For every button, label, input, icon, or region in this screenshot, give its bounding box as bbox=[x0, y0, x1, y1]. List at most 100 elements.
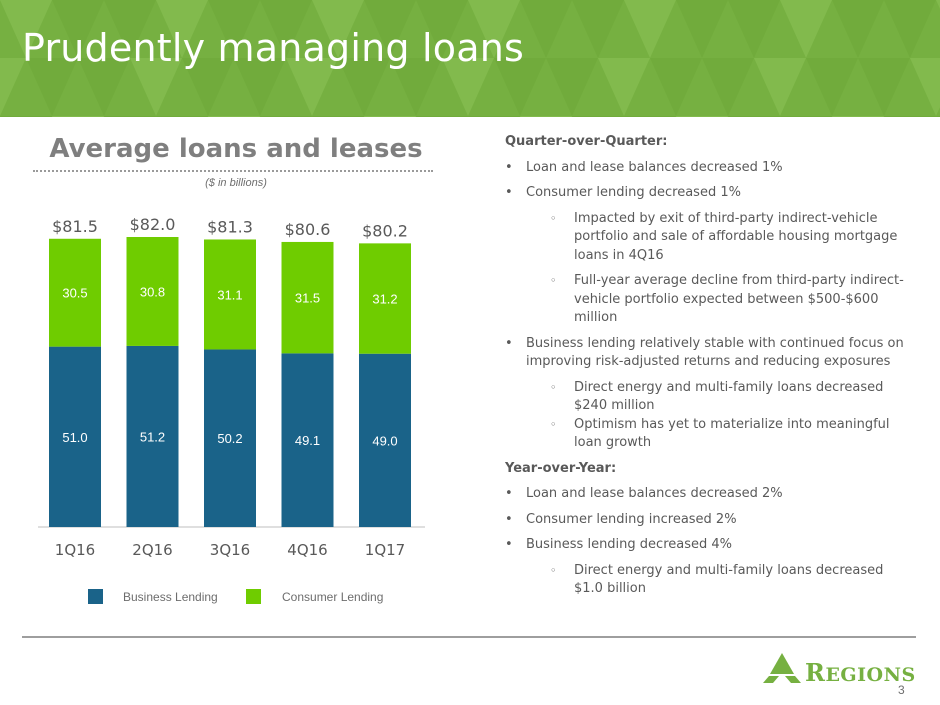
bullet-marker: ◦ bbox=[550, 380, 557, 394]
pattern-triangle bbox=[884, 116, 936, 117]
pattern-triangle bbox=[260, 116, 312, 117]
bullet-text: Consumer lending decreased 1% bbox=[526, 185, 741, 200]
pattern-triangle bbox=[312, 116, 364, 117]
pattern-triangle bbox=[624, 116, 676, 117]
legend-label-consumer: Consumer Lending bbox=[282, 590, 384, 604]
data-label-consumer-1Q16: 30.5 bbox=[62, 286, 87, 301]
yoy-list: • Loan and lease balances decreased 2% • Co… bbox=[505, 485, 915, 599]
pattern-triangle bbox=[650, 58, 702, 116]
pattern-triangle bbox=[832, 0, 884, 58]
pattern-triangle bbox=[884, 0, 936, 58]
data-label-consumer-4Q16: 31.5 bbox=[295, 291, 320, 306]
bar-consumer-1Q16 bbox=[49, 238, 101, 347]
legend-label-business: Business Lending bbox=[123, 590, 218, 604]
chart-title: Average loans and leases bbox=[49, 134, 423, 164]
pattern-triangle bbox=[52, 0, 104, 58]
bar-business-4Q16 bbox=[281, 353, 334, 527]
total-label-1Q16: $81.5 bbox=[52, 217, 98, 236]
yoy-bullet-2: • Business lending decreased 4% bbox=[505, 536, 915, 555]
bullet-text: Business lending decreased 4% bbox=[526, 537, 732, 552]
pattern-triangle bbox=[0, 58, 26, 116]
total-label-1Q17: $80.2 bbox=[362, 221, 408, 240]
bullet-marker: • bbox=[505, 537, 513, 552]
pattern-triangle bbox=[338, 58, 390, 116]
data-label-consumer-3Q16: 31.1 bbox=[217, 287, 242, 302]
pattern-triangle bbox=[312, 0, 364, 58]
pattern-triangle bbox=[936, 0, 940, 9]
bar-business-2Q16 bbox=[126, 345, 179, 527]
pattern-triangle bbox=[520, 116, 572, 117]
tick-label-1Q17: 1Q17 bbox=[365, 541, 405, 559]
pattern-triangle bbox=[728, 116, 780, 117]
bar-consumer-2Q16 bbox=[126, 237, 179, 346]
bar-consumer-1Q17 bbox=[359, 243, 411, 354]
pattern-triangle bbox=[676, 116, 728, 117]
pattern-triangle bbox=[598, 58, 650, 116]
pattern-triangle bbox=[26, 58, 78, 116]
regions-logo: REGIONS bbox=[760, 650, 918, 687]
total-label-2Q16: $82.0 bbox=[130, 215, 176, 234]
stacked-bar-chart: 51.0 30.5 $81.5 1Q16 51.2 30.8 $82.0 2Q16 50.2 31… bbox=[38, 215, 425, 559]
header-banner: Prudently managing loans bbox=[0, 0, 940, 117]
tick-label-1Q16: 1Q16 bbox=[55, 541, 95, 559]
pattern-triangle bbox=[910, 58, 940, 116]
pattern-triangle bbox=[156, 0, 208, 58]
data-label-business-2Q16: 51.2 bbox=[140, 429, 165, 444]
data-label-business-1Q16: 51.0 bbox=[62, 430, 87, 445]
total-label-4Q16: $80.6 bbox=[285, 220, 331, 239]
pattern-triangle bbox=[260, 0, 312, 58]
chart-subtitle: ($ in billions) bbox=[205, 177, 267, 189]
regions-wordmark: REGIONS bbox=[805, 658, 916, 687]
bullet-text: Business lending relatively stable with … bbox=[526, 335, 904, 370]
bullet-text: Direct energy and multi-family loans dec… bbox=[574, 562, 884, 597]
qoq-heading: Quarter-over-Quarter: bbox=[505, 134, 668, 149]
pattern-triangle bbox=[702, 58, 754, 116]
pattern-triangle bbox=[624, 0, 676, 58]
pattern-triangle bbox=[416, 116, 468, 117]
bullet-marker: ◦ bbox=[550, 417, 557, 431]
pattern-triangle bbox=[182, 58, 234, 116]
pattern-triangle bbox=[936, 116, 940, 117]
pattern-triangle bbox=[0, 0, 52, 58]
pattern-triangle bbox=[286, 58, 338, 116]
qoq-bullet-3: ◦ Full-year average decline from third-pa… bbox=[505, 272, 915, 328]
bar-business-1Q17 bbox=[359, 353, 411, 527]
bullet-text: Direct energy and multi-family loans dec… bbox=[574, 379, 884, 414]
footer-divider bbox=[22, 636, 916, 638]
bullet-text: Loan and lease balances decreased 2% bbox=[526, 486, 783, 501]
bullet-marker: • bbox=[505, 335, 513, 351]
data-label-business-3Q16: 50.2 bbox=[217, 431, 242, 446]
pattern-triangle bbox=[234, 58, 286, 116]
qoq-bullet-2: ◦ Impacted by exit of third-party indirec… bbox=[505, 210, 915, 266]
pattern-triangle bbox=[130, 58, 182, 116]
pattern-triangle bbox=[520, 0, 572, 58]
pattern-triangle bbox=[780, 0, 832, 58]
bullet-text: Consumer lending increased 2% bbox=[526, 511, 737, 527]
qoq-list: • Loan and lease balances decreased 1% • Co… bbox=[505, 159, 915, 453]
pattern-triangle bbox=[728, 0, 780, 58]
bullet-marker: • bbox=[505, 185, 513, 200]
title-divider bbox=[33, 170, 433, 172]
bullet-marker: • bbox=[505, 486, 513, 501]
pattern-triangle bbox=[754, 58, 806, 116]
pattern-triangle bbox=[676, 0, 728, 58]
pattern-triangle bbox=[832, 116, 884, 117]
bullet-text: Full-year average decline from third-par… bbox=[574, 273, 904, 325]
bullet-text: Loan and lease balances decreased 1% bbox=[526, 159, 783, 175]
pattern-triangle bbox=[208, 116, 260, 117]
commentary: Quarter-over-Quarter: • Loan and lease ba… bbox=[505, 133, 915, 606]
pattern-triangle bbox=[494, 58, 546, 116]
page-number: 3 bbox=[898, 683, 905, 697]
tick-label-2Q16: 2Q16 bbox=[132, 541, 172, 559]
yoy-bullet-0: • Loan and lease balances decreased 2% bbox=[505, 485, 915, 504]
tick-label-4Q16: 4Q16 bbox=[287, 541, 327, 559]
data-label-consumer-2Q16: 30.8 bbox=[140, 284, 165, 299]
pattern-triangle bbox=[0, 116, 52, 117]
bar-consumer-4Q16 bbox=[281, 241, 334, 354]
qoq-bullet-0: • Loan and lease balances decreased 1% bbox=[505, 159, 915, 178]
yoy-bullet-1: • Consumer lending increased 2% bbox=[505, 511, 915, 530]
triangle-pattern bbox=[0, 0, 940, 117]
bullet-marker: ◦ bbox=[550, 274, 557, 287]
qoq-bullet-5: ◦ Direct energy and multi-family loans de… bbox=[505, 379, 915, 416]
yoy-bullet-3: ◦ Direct energy and multi-family loans de… bbox=[505, 562, 915, 599]
